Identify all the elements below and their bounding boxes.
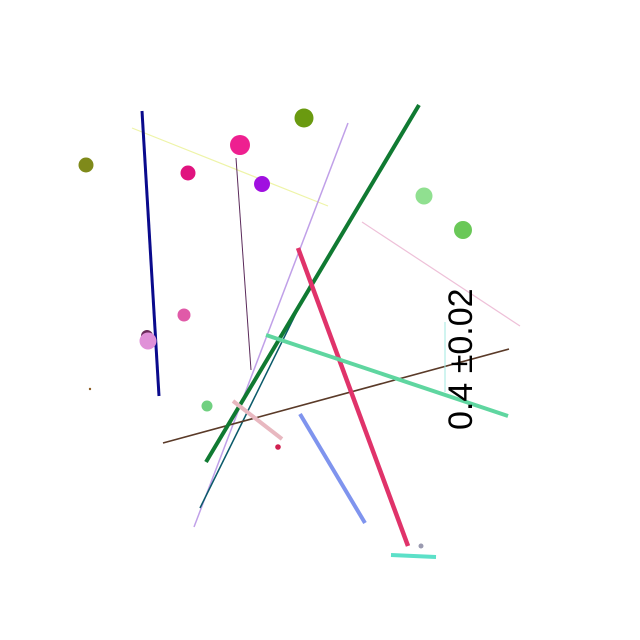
dusty-rose-line — [231, 399, 284, 441]
tiny-brown-point — [88, 387, 92, 391]
pink-point — [177, 308, 191, 322]
lavender-line — [193, 122, 349, 528]
hot-pink-point — [230, 135, 250, 155]
violet-point — [254, 176, 270, 192]
orchid-point — [139, 332, 157, 350]
pale-yellow-line — [131, 127, 329, 207]
magenta-point — [180, 165, 196, 181]
green-point — [454, 221, 472, 239]
measurement-label: 0.4 ±0.02 — [442, 288, 480, 430]
aqua-line — [390, 553, 437, 559]
mint-line — [265, 333, 509, 418]
navy-line — [140, 110, 161, 397]
olive-point — [78, 157, 94, 173]
small-crimson-point — [275, 444, 281, 450]
light-green-point — [415, 187, 433, 205]
periwinkle-line — [298, 412, 367, 525]
olive-green-point — [294, 108, 314, 128]
purple-thin-line — [235, 157, 252, 371]
brown-line — [162, 348, 510, 444]
crimson-line — [295, 247, 411, 547]
pale-pink-line — [361, 221, 521, 327]
small-grey-point — [418, 543, 424, 549]
small-green-point — [201, 400, 213, 412]
